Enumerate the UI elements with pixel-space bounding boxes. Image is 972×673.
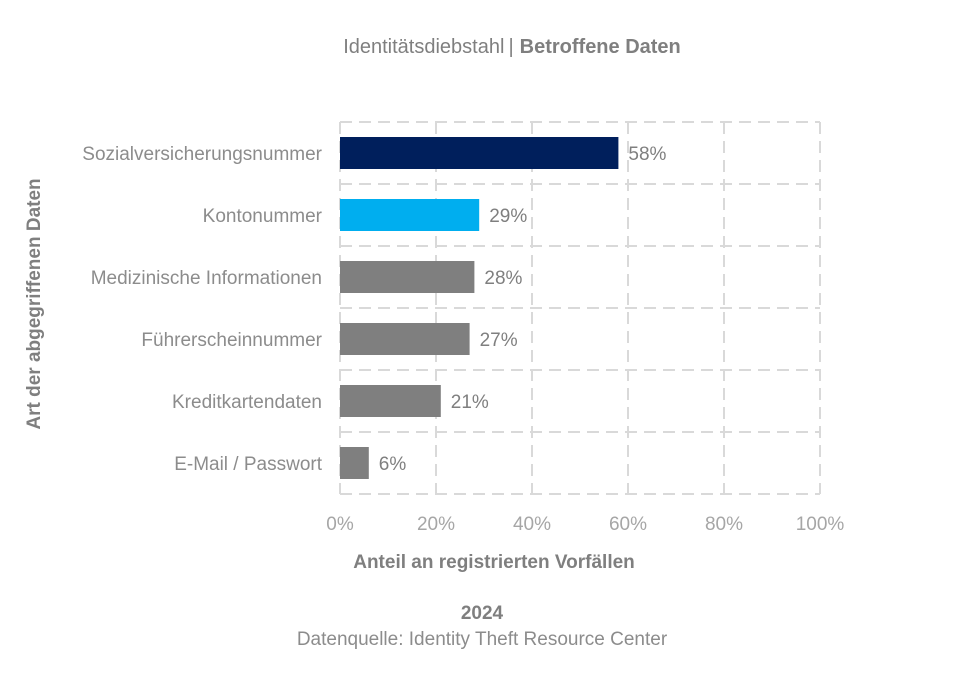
category-label-5: E-Mail / Passwort bbox=[174, 454, 323, 475]
chart-title-main: Identitätsdiebstahl bbox=[343, 36, 504, 58]
data-label-0: 58% bbox=[628, 144, 666, 165]
x-tick-label-3: 60% bbox=[609, 514, 647, 535]
bar-1 bbox=[340, 199, 480, 231]
data-label-2: 28% bbox=[484, 268, 522, 289]
chart-title-separator: | bbox=[508, 36, 513, 58]
category-label-3: Führerscheinnummer bbox=[141, 330, 322, 351]
y-axis-title: Art der abgegriffenen Daten bbox=[24, 178, 45, 429]
category-label-1: Kontonummer bbox=[203, 206, 323, 227]
x-tick-label-5: 100% bbox=[796, 514, 845, 535]
grid-layer bbox=[339, 121, 821, 495]
data-label-1: 29% bbox=[489, 206, 527, 227]
x-tick-label-4: 80% bbox=[705, 514, 743, 535]
label-layer: Sozialversicherungsnummer 58% Kontonummer 2… bbox=[82, 144, 844, 535]
chart-title: Identitätsdiebstahl | Betroffene Daten bbox=[343, 36, 681, 58]
x-axis-title: Anteil an registrierten Vorfällen bbox=[353, 552, 635, 573]
bar-layer bbox=[340, 137, 619, 479]
data-label-4: 21% bbox=[451, 392, 489, 413]
bar-5 bbox=[340, 447, 369, 479]
bar-0 bbox=[340, 137, 619, 169]
category-label-2: Medizinische Informationen bbox=[91, 268, 322, 289]
bar-2 bbox=[340, 261, 475, 293]
category-label-0: Sozialversicherungsnummer bbox=[82, 144, 322, 165]
category-label-4: Kreditkartendaten bbox=[172, 392, 322, 413]
chart-subtitle: Betroffene Daten bbox=[520, 36, 681, 58]
data-label-5: 6% bbox=[379, 454, 407, 475]
x-tick-label-2: 40% bbox=[513, 514, 551, 535]
footer-source: Datenquelle: Identity Theft Resource Cen… bbox=[297, 629, 668, 650]
bar-4 bbox=[340, 385, 441, 417]
x-tick-label-0: 0% bbox=[326, 514, 354, 535]
footer-year: 2024 bbox=[461, 603, 504, 624]
x-tick-label-1: 20% bbox=[417, 514, 455, 535]
bar-3 bbox=[340, 323, 470, 355]
data-label-3: 27% bbox=[480, 330, 518, 351]
